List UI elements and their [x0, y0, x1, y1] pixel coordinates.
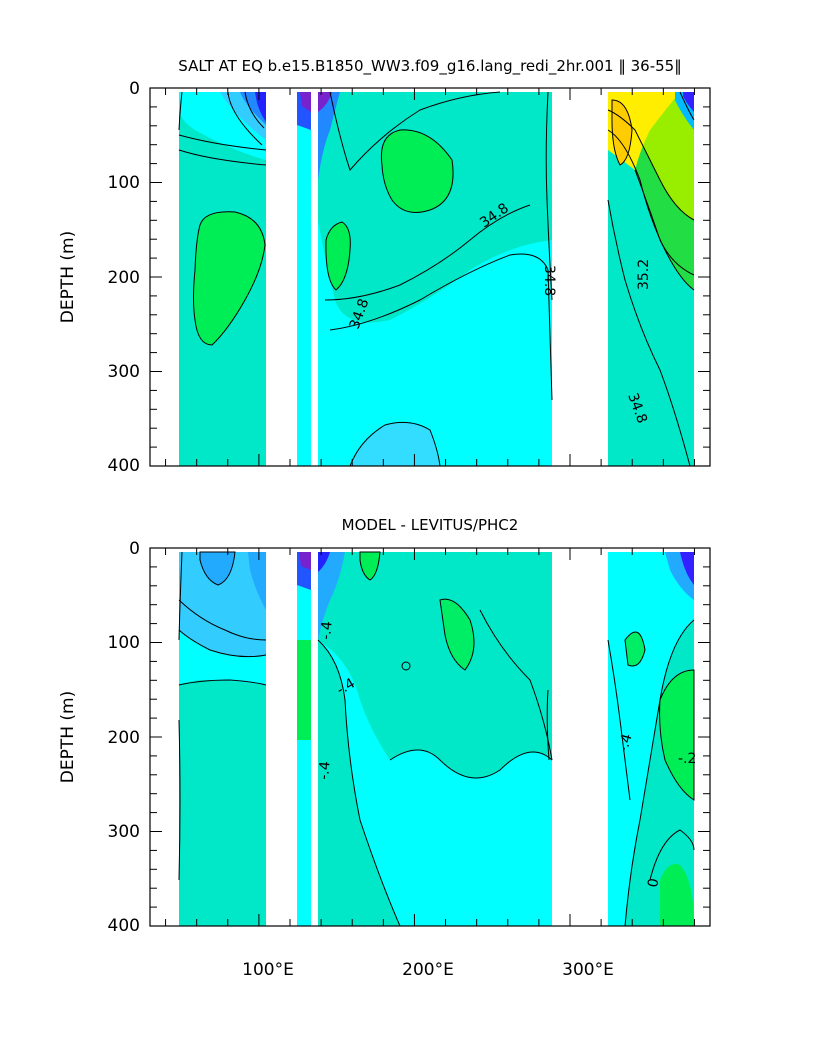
panel-bottom-xtick-labels: 100°E 200°E 300°E: [242, 960, 614, 980]
bottom-indian-contour-5: [178, 719, 181, 881]
top-ytick-label: 100: [108, 173, 140, 193]
top-ytick-label: 0: [129, 79, 140, 99]
bottom-pacific-positive-1: [359, 551, 381, 581]
top-ytick-label: 400: [108, 456, 140, 476]
bottom-indian-pocket: [199, 551, 236, 586]
contour-label: 0: [645, 877, 662, 889]
contour-label: 35.2: [636, 259, 652, 290]
top-indian-contour-2: [178, 134, 267, 151]
bottom-narrow-column: [297, 552, 311, 926]
bottom-ytick-label: 300: [108, 822, 140, 842]
bottom-indian-more-neg: [179, 552, 266, 657]
top-indian-contour-4: [227, 91, 263, 146]
top-atlantic-contour-d: [607, 109, 695, 221]
top-pacific-contour-east: [545, 91, 553, 301]
bottom-atlantic-contour-c: [649, 829, 695, 881]
bottom-pacific-contour-c: [479, 609, 553, 761]
top-indian-contour-5: [244, 91, 265, 129]
bottom-ytick-label: 400: [108, 916, 140, 936]
top-pacific-column: [318, 91, 553, 466]
bottom-pacific-contour-b: [389, 749, 553, 779]
top-pacific-deep-low: [318, 220, 552, 466]
panel-top-ytick-labels: 0 100 200 300 400: [108, 79, 140, 476]
bottom-xtick-label: 100°E: [242, 960, 294, 980]
contour-label: -.2: [678, 751, 696, 767]
top-narrow-base: [297, 92, 311, 466]
bottom-pacific-west-neg: [318, 552, 345, 640]
bottom-atlantic-positive-deep: [660, 864, 694, 926]
top-atlantic-contour-348: [607, 199, 691, 466]
bottom-atlantic-positive-small: [624, 631, 646, 667]
panel-top-ylabel: DEPTH (m): [58, 231, 78, 323]
panel-bottom-field: [178, 551, 695, 926]
bottom-atlantic-contour-a: [624, 619, 695, 926]
bottom-pacific-small-contour: [401, 661, 411, 671]
top-indian-contour-1: [178, 149, 267, 166]
contour-label: 34.8: [541, 265, 557, 296]
bottom-atlantic-positive-east: [659, 669, 695, 801]
panel-bottom: MODEL - LEVITUS/PHC2: [58, 516, 711, 980]
top-indian-min-band: [255, 92, 266, 122]
bottom-pacific-neg-region: [318, 640, 552, 926]
top-indian-high-blob: [193, 211, 266, 346]
top-pacific-contour-a: [329, 253, 553, 401]
panel-top-field: [178, 91, 695, 466]
bottom-ytick-label: 200: [108, 728, 140, 748]
bottom-atlantic-east-min: [680, 552, 694, 585]
panel-bottom-ylabel: DEPTH (m): [58, 691, 78, 783]
top-ytick-label: 200: [108, 268, 140, 288]
bottom-indian-contour-1: [178, 679, 267, 686]
top-indian-ocean-column: [178, 91, 267, 466]
bottom-xtick-label: 300°E: [562, 960, 614, 980]
contour-label: -.4: [318, 621, 336, 641]
bottom-indian-contour-3: [178, 599, 267, 641]
top-atlantic-east-min: [683, 92, 694, 112]
bottom-narrow-positive: [297, 640, 311, 740]
top-pacific-contour-b: [329, 91, 501, 171]
bottom-pacific-contour-d: [546, 689, 550, 761]
panel-bottom-title: MODEL - LEVITUS/PHC2: [342, 516, 519, 534]
bottom-indian-ocean-column: [178, 551, 267, 926]
top-pacific-west-low: [318, 92, 340, 180]
top-indian-contour-3: [178, 91, 183, 131]
top-atlantic-max: [611, 99, 633, 166]
bottom-pacific-west-min: [318, 552, 330, 572]
bottom-pacific-positive-2: [439, 598, 475, 671]
bottom-xtick-label: 200°E: [402, 960, 454, 980]
bottom-atlantic-contour-b: [607, 639, 631, 801]
panel-bottom-ticks: [150, 547, 710, 927]
top-atlantic-contour-352: [607, 129, 695, 291]
panel-top-title: SALT AT EQ b.e15.B1850_WW3.f09_g16.lang_…: [178, 57, 681, 76]
contour-label: -.4: [316, 761, 334, 781]
bottom-ytick-label: 100: [108, 633, 140, 653]
top-pacific-contour-348: [324, 204, 531, 301]
bottom-ytick-label: 0: [129, 539, 140, 559]
contour-label: -.4: [615, 732, 635, 754]
bottom-pacific-contour-a: [317, 639, 401, 926]
panel-top: SALT AT EQ b.e15.B1850_WW3.f09_g16.lang_…: [58, 57, 711, 476]
top-ytick-label: 300: [108, 362, 140, 382]
panel-top-ticks: [150, 87, 710, 467]
top-pacific-deep-pocket: [349, 421, 441, 466]
bottom-pacific-column: [317, 551, 553, 926]
bottom-indian-east-pocket: [248, 552, 266, 610]
panel-bottom-ytick-labels: 0 100 200 300 400: [108, 539, 140, 936]
top-atlantic-contour-e: [679, 91, 695, 121]
bottom-indian-contour-4: [178, 551, 183, 641]
bottom-atlantic-column: [607, 552, 695, 926]
top-narrow-min: [300, 92, 311, 112]
bottom-narrow-min: [299, 552, 311, 570]
bottom-indian-contour-2: [178, 629, 267, 658]
top-pacific-west-min: [318, 92, 332, 112]
top-pacific-west-high: [325, 221, 351, 291]
top-atlantic-column: [607, 91, 695, 466]
top-atlantic-contour-c: [634, 169, 695, 276]
top-narrow-column: [297, 92, 311, 466]
top-pacific-high-blob: [380, 129, 454, 213]
